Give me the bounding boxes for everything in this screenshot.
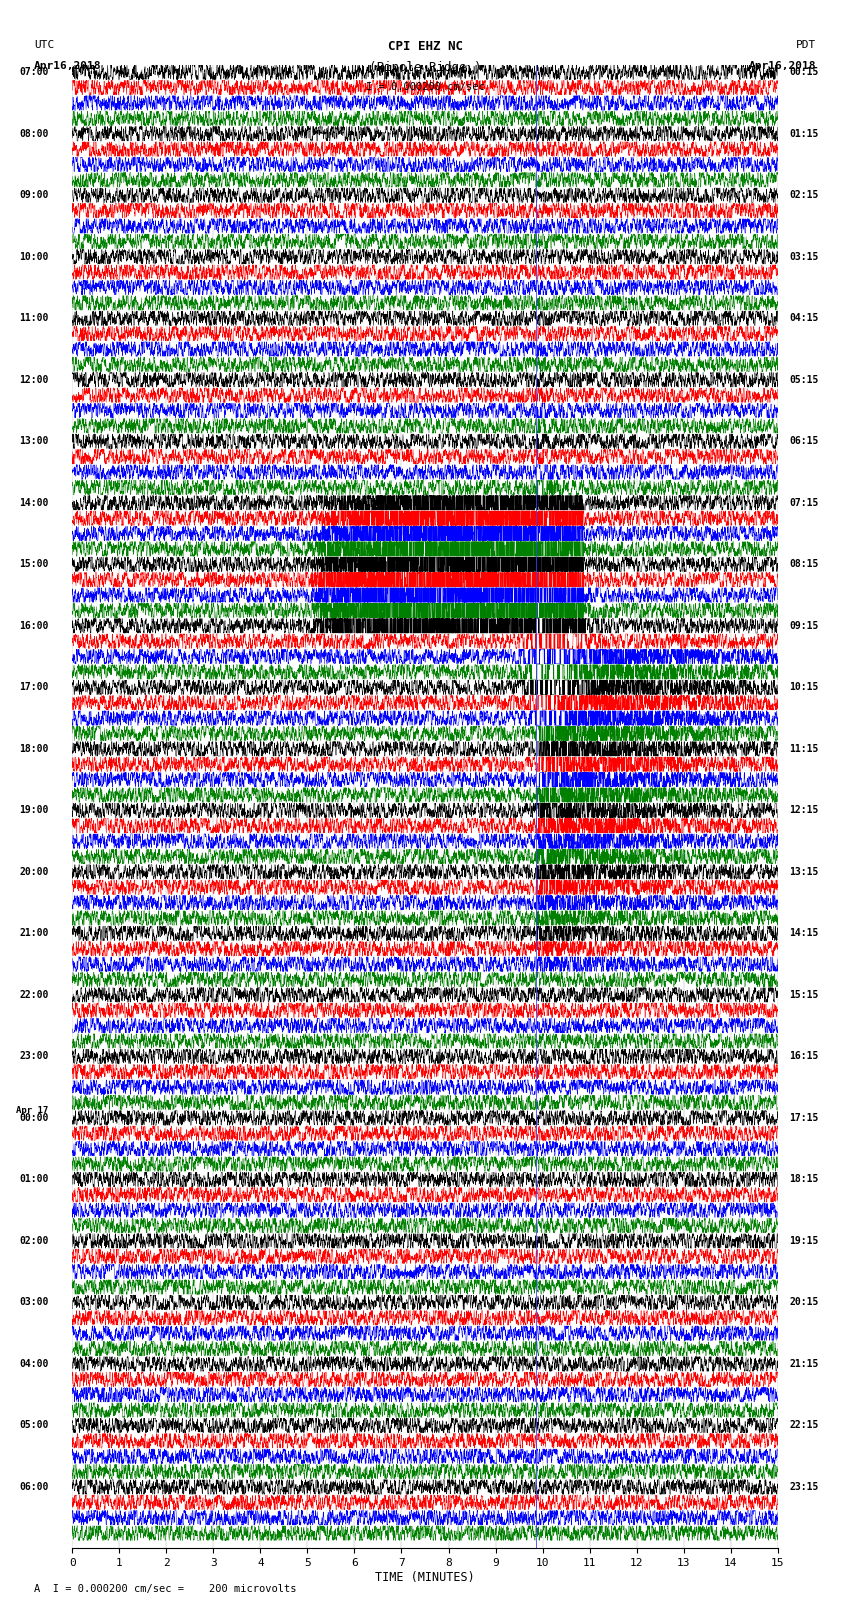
Text: 05:15: 05:15 bbox=[790, 374, 819, 386]
Text: 13:15: 13:15 bbox=[790, 866, 819, 877]
Text: 12:15: 12:15 bbox=[790, 805, 819, 815]
Text: 16:15: 16:15 bbox=[790, 1052, 819, 1061]
Text: 11:00: 11:00 bbox=[20, 313, 48, 323]
X-axis label: TIME (MINUTES): TIME (MINUTES) bbox=[375, 1571, 475, 1584]
Text: 09:00: 09:00 bbox=[20, 190, 48, 200]
Text: 06:00: 06:00 bbox=[20, 1482, 48, 1492]
Text: 23:00: 23:00 bbox=[20, 1052, 48, 1061]
Text: 11:15: 11:15 bbox=[790, 744, 819, 753]
Text: 10:15: 10:15 bbox=[790, 682, 819, 692]
Text: Apr16,2018: Apr16,2018 bbox=[749, 61, 816, 71]
Text: 09:15: 09:15 bbox=[790, 621, 819, 631]
Text: 15:00: 15:00 bbox=[20, 560, 48, 569]
Text: 16:00: 16:00 bbox=[20, 621, 48, 631]
Text: 08:00: 08:00 bbox=[20, 129, 48, 139]
Text: 14:00: 14:00 bbox=[20, 498, 48, 508]
Text: 03:15: 03:15 bbox=[790, 252, 819, 261]
Text: 05:00: 05:00 bbox=[20, 1421, 48, 1431]
Text: 15:15: 15:15 bbox=[790, 990, 819, 1000]
Text: 02:15: 02:15 bbox=[790, 190, 819, 200]
Text: PDT: PDT bbox=[796, 40, 816, 50]
Text: 04:00: 04:00 bbox=[20, 1358, 48, 1369]
Text: 04:15: 04:15 bbox=[790, 313, 819, 323]
Text: 17:15: 17:15 bbox=[790, 1113, 819, 1123]
Text: UTC: UTC bbox=[34, 40, 54, 50]
Text: 21:00: 21:00 bbox=[20, 929, 48, 939]
Text: 07:15: 07:15 bbox=[790, 498, 819, 508]
Text: 22:15: 22:15 bbox=[790, 1421, 819, 1431]
Text: 14:15: 14:15 bbox=[790, 929, 819, 939]
Text: 21:15: 21:15 bbox=[790, 1358, 819, 1369]
Text: A  I = 0.000200 cm/sec =    200 microvolts: A I = 0.000200 cm/sec = 200 microvolts bbox=[34, 1584, 297, 1594]
Text: 23:15: 23:15 bbox=[790, 1482, 819, 1492]
Text: 18:00: 18:00 bbox=[20, 744, 48, 753]
Text: 19:00: 19:00 bbox=[20, 805, 48, 815]
Text: 08:15: 08:15 bbox=[790, 560, 819, 569]
Text: 00:00: 00:00 bbox=[20, 1113, 48, 1123]
Text: 17:00: 17:00 bbox=[20, 682, 48, 692]
Text: CPI EHZ NC: CPI EHZ NC bbox=[388, 40, 462, 53]
Text: Apr 17: Apr 17 bbox=[16, 1107, 48, 1115]
Text: 01:15: 01:15 bbox=[790, 129, 819, 139]
Text: (Pinole Ridge ): (Pinole Ridge ) bbox=[369, 61, 481, 74]
Text: 20:15: 20:15 bbox=[790, 1297, 819, 1308]
Text: 10:00: 10:00 bbox=[20, 252, 48, 261]
Text: 02:00: 02:00 bbox=[20, 1236, 48, 1245]
Text: 01:00: 01:00 bbox=[20, 1174, 48, 1184]
Text: 20:00: 20:00 bbox=[20, 866, 48, 877]
Text: 03:00: 03:00 bbox=[20, 1297, 48, 1308]
Text: I = 0.000200 cm/sec: I = 0.000200 cm/sec bbox=[366, 82, 484, 92]
Text: 07:00: 07:00 bbox=[20, 68, 48, 77]
Text: Apr16,2018: Apr16,2018 bbox=[34, 61, 101, 71]
Text: 12:00: 12:00 bbox=[20, 374, 48, 386]
Text: 19:15: 19:15 bbox=[790, 1236, 819, 1245]
Text: 18:15: 18:15 bbox=[790, 1174, 819, 1184]
Text: 06:15: 06:15 bbox=[790, 436, 819, 447]
Text: 13:00: 13:00 bbox=[20, 436, 48, 447]
Text: 22:00: 22:00 bbox=[20, 990, 48, 1000]
Text: 00:15: 00:15 bbox=[790, 68, 819, 77]
